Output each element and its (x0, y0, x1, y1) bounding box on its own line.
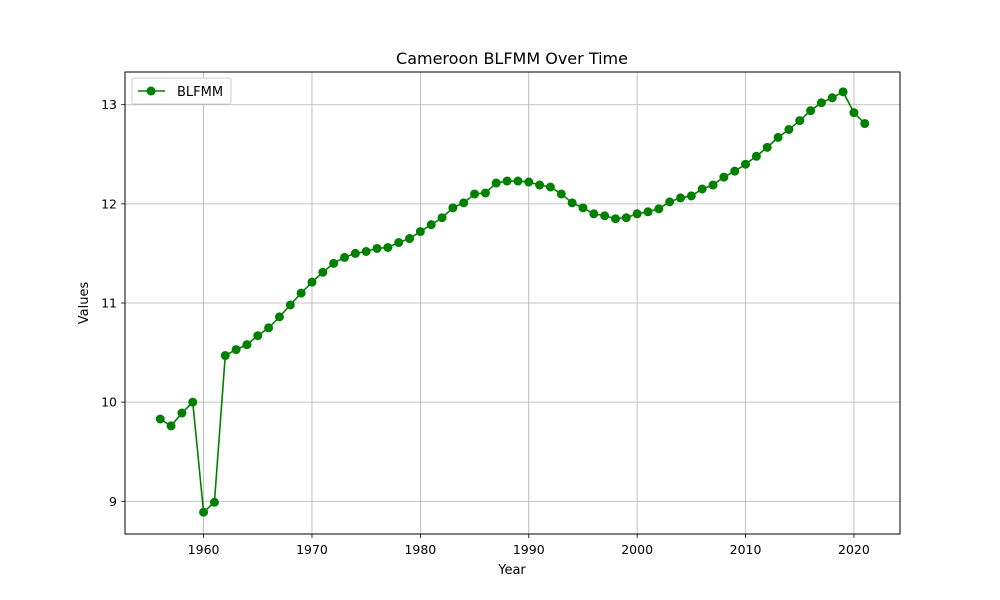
x-tick-label: 1980 (404, 542, 436, 557)
data-point (264, 323, 274, 333)
data-point (741, 159, 751, 169)
data-point (578, 203, 588, 213)
data-point (643, 207, 653, 217)
data-point (274, 312, 284, 322)
data-point (697, 184, 707, 194)
data-point (231, 345, 241, 355)
data-point (773, 132, 783, 142)
x-tick-label: 2020 (838, 542, 870, 557)
x-tick-label: 2010 (730, 542, 762, 557)
data-point (177, 408, 187, 418)
legend-label: BLFMM (177, 85, 223, 100)
data-point (589, 209, 599, 219)
data-point (470, 189, 480, 199)
data-point (372, 243, 382, 253)
y-tick-label: 9 (109, 494, 117, 509)
data-point (654, 204, 664, 214)
y-axis-ticks: 9 10 11 12 13 (101, 97, 125, 509)
data-point (502, 176, 512, 186)
data-point (242, 340, 252, 350)
data-point (795, 116, 805, 126)
data-point (665, 197, 675, 207)
data-point (556, 189, 566, 199)
data-point (827, 93, 837, 103)
data-point (166, 421, 176, 431)
legend: BLFMM (131, 77, 232, 105)
data-point (480, 188, 490, 198)
data-point (209, 497, 219, 507)
x-tick-label: 2000 (621, 542, 653, 557)
y-axis-label: Values (77, 282, 92, 325)
data-point (188, 397, 198, 407)
data-point (545, 182, 555, 192)
data-point (199, 507, 209, 517)
data-point (513, 176, 523, 186)
data-point (860, 119, 870, 129)
x-tick-label: 1970 (296, 542, 328, 557)
data-point (676, 193, 686, 203)
data-point (437, 213, 447, 223)
x-tick-label: 1960 (188, 542, 220, 557)
data-point (838, 87, 848, 97)
data-point (686, 191, 696, 201)
x-axis-ticks: 1960 1970 1980 1990 2000 2010 2020 (188, 534, 870, 557)
y-tick-label: 11 (101, 296, 117, 311)
data-point (784, 125, 794, 135)
y-tick-label: 10 (101, 395, 117, 410)
data-series (155, 87, 870, 517)
data-point (383, 242, 393, 252)
data-point (339, 252, 349, 262)
data-point (524, 177, 534, 187)
data-point (155, 414, 165, 424)
x-tick-label: 1990 (513, 542, 545, 557)
grid-lines (125, 72, 900, 534)
legend-marker (146, 86, 156, 96)
data-point (806, 106, 816, 116)
x-axis-label: Year (497, 563, 526, 578)
data-point (285, 300, 295, 310)
data-point (849, 108, 859, 118)
data-point (491, 178, 501, 188)
data-point (253, 331, 263, 341)
data-point (719, 172, 729, 182)
data-point (708, 180, 718, 190)
data-point (730, 166, 740, 176)
data-point (621, 213, 631, 223)
y-tick-label: 12 (101, 196, 117, 211)
data-point (307, 277, 317, 287)
data-point (394, 238, 404, 248)
data-point (459, 198, 469, 208)
data-point (751, 151, 761, 161)
data-point (567, 198, 577, 208)
data-point (762, 142, 772, 152)
data-point (361, 246, 371, 256)
data-point (816, 98, 826, 108)
data-point (610, 214, 620, 224)
legend-box (131, 77, 232, 105)
data-point (426, 220, 436, 230)
data-point (448, 203, 458, 213)
chart-title: Cameroon BLFMM Over Time (396, 49, 628, 68)
data-point (600, 211, 610, 221)
data-point (329, 258, 339, 268)
data-point (535, 180, 545, 190)
data-point (220, 351, 230, 361)
data-point (296, 288, 306, 298)
data-point (632, 209, 642, 219)
data-point (318, 267, 328, 277)
y-tick-label: 13 (101, 97, 117, 112)
data-point (405, 234, 415, 244)
data-point (350, 248, 360, 258)
data-point (415, 227, 425, 237)
